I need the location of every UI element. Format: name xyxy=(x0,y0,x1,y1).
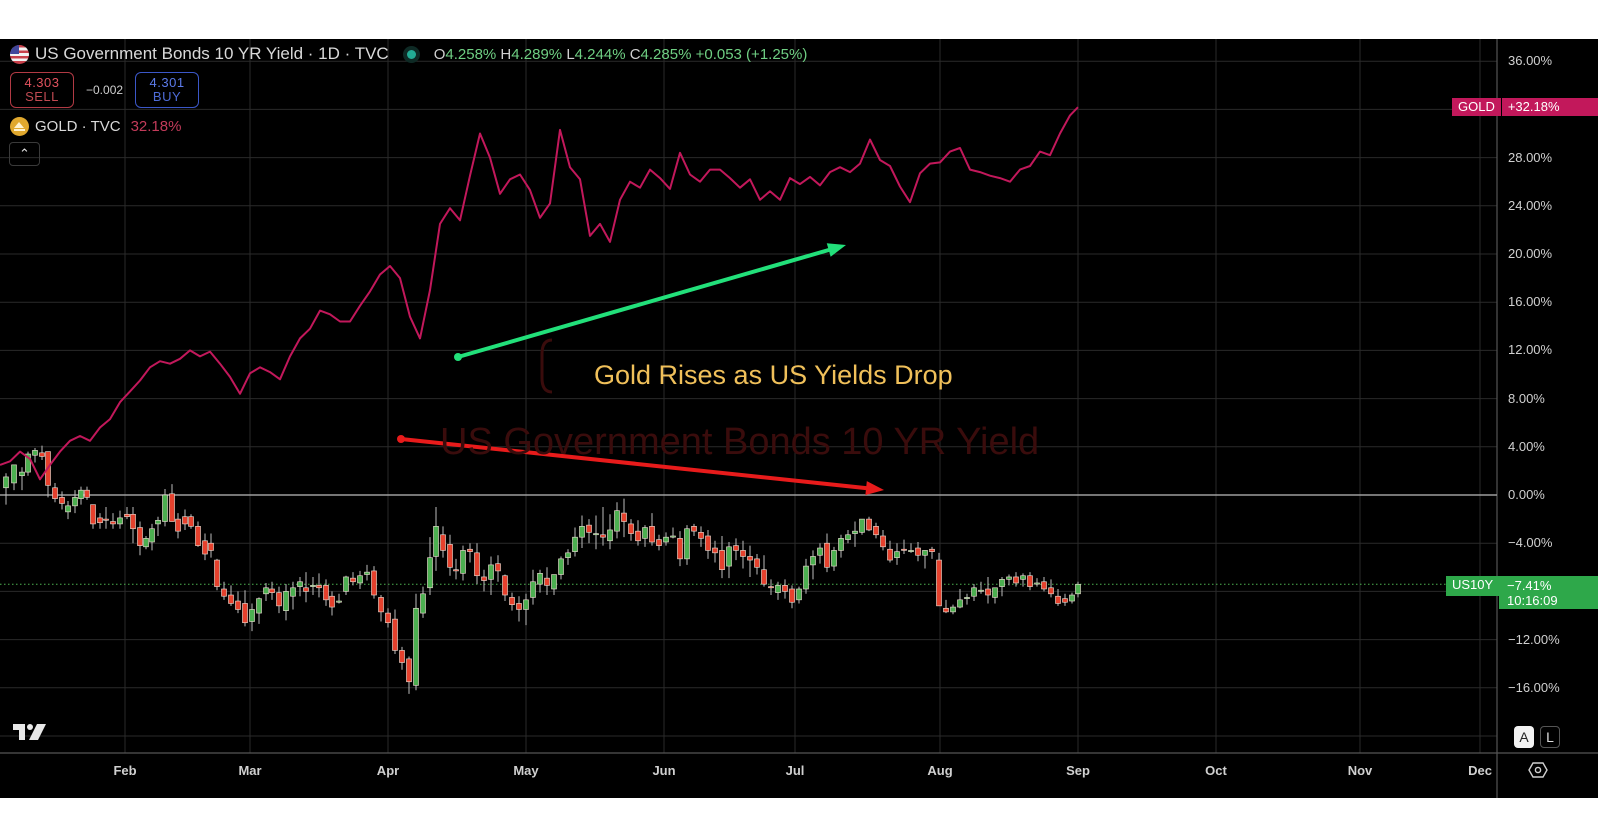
time-scale-label: Dec xyxy=(1468,763,1492,778)
gold-price-tag: GOLD +32.18% xyxy=(1452,98,1598,116)
price-scale-label: 4.00% xyxy=(1508,438,1545,454)
spread-value: −0.002 xyxy=(86,83,124,97)
market-status-dot-icon xyxy=(406,49,416,59)
buy-price: 4.301 xyxy=(149,75,185,90)
price-scale-label: 20.00% xyxy=(1508,246,1553,261)
settings-gear-icon[interactable] xyxy=(1528,760,1548,780)
sell-button[interactable]: 4.303 SELL xyxy=(10,72,74,108)
annotation-caption[interactable]: Gold Rises as US Yields Drop xyxy=(594,360,953,390)
time-scale-label: Aug xyxy=(927,763,953,778)
buy-button[interactable]: 4.301 BUY xyxy=(135,72,200,108)
close-key: C xyxy=(629,45,641,63)
us10y-tag-value: −7.41% xyxy=(1507,578,1552,593)
auto-scale-button[interactable]: A xyxy=(1514,726,1534,748)
price-scale-label: 8.00% xyxy=(1508,390,1545,406)
symbol-title[interactable]: US Government Bonds 10 YR Yield · 1D · T… xyxy=(35,44,389,63)
high-value: 4.289% xyxy=(511,45,563,63)
price-scale-label: 36.00% xyxy=(1508,53,1553,69)
time-scale-label: Nov xyxy=(1347,763,1373,778)
ohlc-values: O4.258% H4.289% L4.244% C4.285% +0.053 (… xyxy=(434,46,808,63)
time-scale-label: May xyxy=(513,763,539,778)
chevron-up-icon: ⌃ xyxy=(19,146,30,161)
chart-canvas[interactable]: US Government Bonds 10 YR Yield · 1D · T… xyxy=(0,39,1598,798)
compare-legend-gold[interactable]: GOLD · TVC 32.18% xyxy=(10,117,181,136)
gold-tag-name: GOLD xyxy=(1452,98,1501,116)
us-flag-icon xyxy=(10,44,29,64)
compare-value: 32.18% xyxy=(130,118,182,135)
time-scale-label: Oct xyxy=(1205,763,1227,778)
us10y-price-tag: −7.41% 10:16:09 xyxy=(1499,576,1598,609)
price-scale-label: 16.00% xyxy=(1508,294,1553,310)
trade-buttons: 4.303 SELL −0.002 4.301 BUY xyxy=(10,72,200,108)
change-value: +0.053 (+1.25%) xyxy=(695,45,808,63)
compare-symbol: GOLD · TVC xyxy=(35,118,121,135)
open-value: 4.258% xyxy=(445,45,497,63)
buy-label: BUY xyxy=(152,89,182,104)
price-scale-label: 28.00% xyxy=(1508,149,1553,165)
bar-countdown: 10:16:09 xyxy=(1507,593,1558,608)
time-scale-label: Mar xyxy=(238,763,262,778)
price-scale-label: −12.00% xyxy=(1508,631,1560,647)
price-scale-label: 24.00% xyxy=(1508,197,1553,213)
low-key: L xyxy=(566,45,575,63)
gold-bars-icon xyxy=(10,117,29,136)
price-scale-label: −4.00% xyxy=(1508,535,1553,551)
close-value: 4.285% xyxy=(640,45,692,63)
time-scale-label: Apr xyxy=(376,763,400,778)
price-scale-label: 0.00% xyxy=(1508,487,1545,502)
low-value: 4.244% xyxy=(574,45,626,63)
symbol-legend[interactable]: US Government Bonds 10 YR Yield · 1D · T… xyxy=(10,44,807,64)
time-scale-label: Jul xyxy=(785,763,805,778)
symbol-watermark: US Government Bonds 10 YR Yield xyxy=(440,421,1040,463)
sell-price: 4.303 xyxy=(24,75,60,90)
time-scale-label: Sep xyxy=(1066,763,1090,778)
sell-label: SELL xyxy=(25,89,59,104)
time-scale-label: Feb xyxy=(113,763,137,778)
price-chart-plot[interactable] xyxy=(0,39,1598,798)
price-scale-label: −16.00% xyxy=(1508,679,1560,695)
tradingview-logo-icon[interactable] xyxy=(13,722,47,742)
us10y-tag-name: US10Y xyxy=(1446,576,1500,596)
time-scale-label: Jun xyxy=(652,763,676,778)
gold-tag-value: +32.18% xyxy=(1501,98,1598,116)
collapse-legend-button[interactable]: ⌃ xyxy=(9,142,40,166)
open-key: O xyxy=(433,45,446,63)
log-scale-button[interactable]: L xyxy=(1540,726,1560,748)
price-scale-label: 12.00% xyxy=(1508,342,1553,358)
high-key: H xyxy=(500,45,512,63)
